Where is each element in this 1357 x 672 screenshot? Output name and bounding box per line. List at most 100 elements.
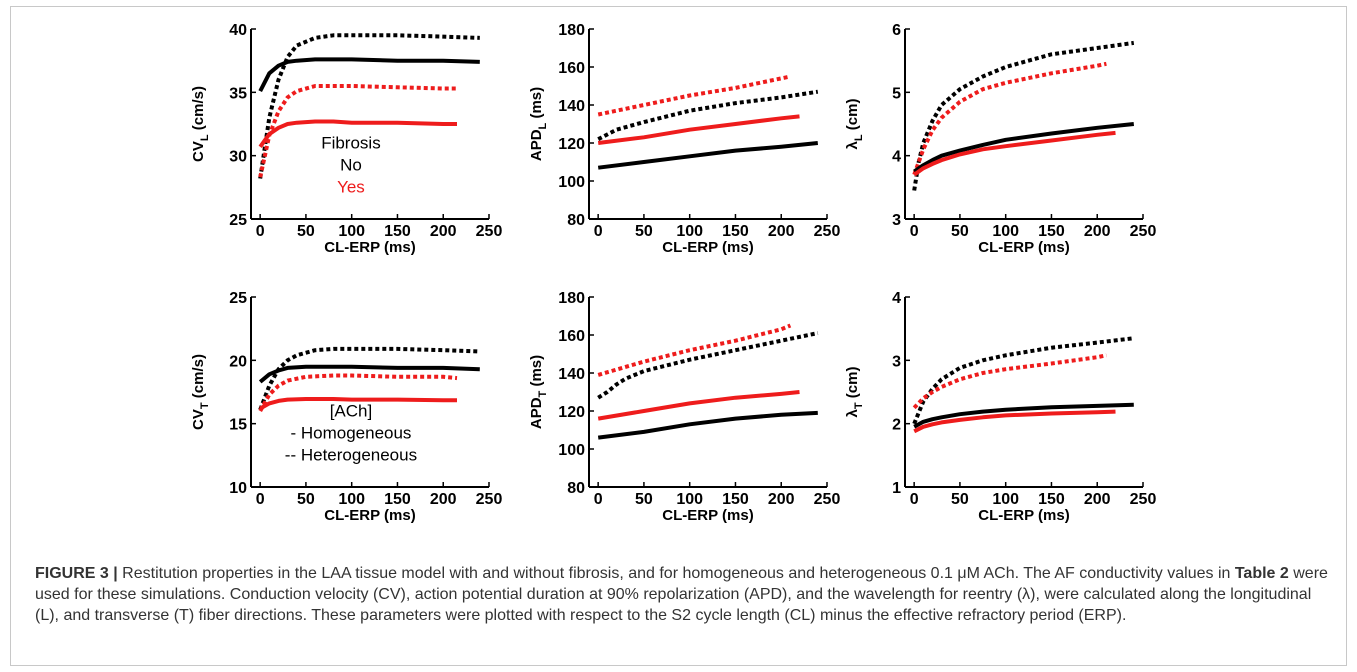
legend: Fibrosis No Yes xyxy=(321,134,381,197)
y-tick-label: 120 xyxy=(558,404,585,421)
y-axis-label-unit: (cm) xyxy=(844,99,861,135)
x-tick-label: 100 xyxy=(992,223,1019,240)
y-tick-label: 120 xyxy=(558,136,585,153)
x-tick-label: 150 xyxy=(384,491,411,508)
y-tick-label: 2 xyxy=(892,417,901,434)
x-tick-label: 0 xyxy=(594,491,603,508)
caption-text-part2: were used for these simulations. Conduct… xyxy=(35,565,1328,624)
series-line-dotted-0 xyxy=(258,346,480,411)
x-tick-label: 50 xyxy=(635,223,653,240)
x-tick-label: 200 xyxy=(1084,491,1111,508)
y-axis-label-subscript: L xyxy=(537,122,549,129)
y-tick-label: 80 xyxy=(567,480,585,497)
x-tick-label: 0 xyxy=(256,491,265,508)
y-axis-label: CVT (cm/s) xyxy=(190,354,211,430)
y-tick-label: 160 xyxy=(558,328,585,345)
figure-caption: FIGURE 3 | Restitution properties in the… xyxy=(35,563,1331,626)
series-line-dotted-1 xyxy=(597,331,819,400)
y-tick-label: 10 xyxy=(229,480,247,497)
series-line-solid-2 xyxy=(913,402,1134,429)
series-line-dotted-0 xyxy=(597,323,792,377)
y-tick-label: 25 xyxy=(229,212,247,229)
y-tick-label: 100 xyxy=(558,174,585,191)
series-line-solid-3 xyxy=(597,410,818,440)
x-tick-label: 150 xyxy=(1038,491,1065,508)
x-tick-label: 0 xyxy=(256,223,265,240)
y-tick-label: 6 xyxy=(892,22,901,39)
y-tick-label: 40 xyxy=(229,22,247,39)
y-axis-label-unit: (cm) xyxy=(844,367,861,403)
y-tick-label: 100 xyxy=(558,442,585,459)
series-line-dotted-0 xyxy=(912,40,1135,191)
y-tick-label: 4 xyxy=(892,290,901,307)
x-axis-label: CL-ERP (ms) xyxy=(662,507,753,524)
x-tick-label: 0 xyxy=(910,491,919,508)
y-tick-label: 25 xyxy=(229,290,247,307)
x-tick-label: 250 xyxy=(814,491,841,508)
series-line-dotted-2 xyxy=(258,84,457,178)
legend-item: No xyxy=(340,156,362,175)
series-line-dotted-1 xyxy=(912,353,1107,410)
x-tick-label: 100 xyxy=(338,223,365,240)
x-axis-label: CL-ERP (ms) xyxy=(324,507,415,524)
x-tick-label: 50 xyxy=(951,223,969,240)
y-tick-label: 1 xyxy=(892,480,901,497)
x-tick-label: 0 xyxy=(910,223,919,240)
y-axis-label: CVL (cm/s) xyxy=(190,86,211,162)
y-axis-label: λT (cm) xyxy=(844,367,865,418)
series-line-solid-3 xyxy=(913,130,1116,177)
y-tick-label: 3 xyxy=(892,212,901,229)
series-line-dotted-0 xyxy=(597,74,791,117)
legend: [ACh] - Homogeneous -- Heterogeneous xyxy=(285,402,417,465)
y-axis-label: APDL (ms) xyxy=(528,87,549,161)
y-tick-label: 35 xyxy=(229,85,247,102)
chart-apd-l: 80 100 120 140 160 180 0 50 100 150 200 250 CL-ERP (… xyxy=(528,22,840,256)
y-tick-label: 3 xyxy=(892,353,901,370)
series-line-dotted-0 xyxy=(912,336,1135,425)
x-tick-label: 150 xyxy=(1038,223,1065,240)
y-axis-label-main: λ xyxy=(844,140,861,149)
series-line-solid-2 xyxy=(597,390,800,421)
y-axis-label-subscript: T xyxy=(199,402,211,409)
x-tick-label: 50 xyxy=(297,223,315,240)
x-axis-label: CL-ERP (ms) xyxy=(662,239,753,256)
y-axis-label-unit: (ms) xyxy=(528,355,545,391)
y-tick-label: 140 xyxy=(558,98,585,115)
legend-item: - Homogeneous xyxy=(290,424,411,443)
x-tick-label: 250 xyxy=(814,223,841,240)
series-line-solid-3 xyxy=(597,141,819,170)
series-line-dotted-0 xyxy=(258,33,480,179)
y-axis-label-main: APD xyxy=(528,129,545,161)
y-tick-label: 15 xyxy=(229,417,247,434)
legend-item: -- Heterogeneous xyxy=(285,446,417,465)
y-axis-label-unit: (ms) xyxy=(528,87,545,123)
x-tick-label: 250 xyxy=(476,223,503,240)
x-tick-label: 100 xyxy=(992,491,1019,508)
y-axis-label-main: λ xyxy=(844,408,861,417)
series-line-dotted-1 xyxy=(912,61,1107,176)
y-tick-label: 180 xyxy=(558,22,585,39)
chart-cv-l: 25 30 35 40 0 50 100 150 200 250 CL-ERP (ms) CVL (c… xyxy=(190,22,502,256)
y-tick-label: 4 xyxy=(892,149,901,166)
series-line-dotted-2 xyxy=(258,373,458,412)
caption-text-part1: Restitution properties in the LAA tissue… xyxy=(117,565,1235,582)
series-line-solid-3 xyxy=(913,409,1116,434)
x-tick-label: 100 xyxy=(676,491,703,508)
series-line-solid-3 xyxy=(258,119,457,148)
x-tick-label: 250 xyxy=(1130,491,1157,508)
y-tick-label: 20 xyxy=(229,353,247,370)
series-line-solid-2 xyxy=(597,114,800,145)
x-tick-label: 150 xyxy=(722,223,749,240)
y-tick-label: 5 xyxy=(892,85,901,102)
y-tick-label: 160 xyxy=(558,60,585,77)
series-line-dotted-1 xyxy=(597,89,819,141)
y-axis-label: APDT (ms) xyxy=(528,355,549,429)
x-tick-label: 50 xyxy=(635,491,653,508)
x-tick-label: 50 xyxy=(951,491,969,508)
x-tick-label: 100 xyxy=(338,491,365,508)
x-tick-label: 100 xyxy=(676,223,703,240)
x-tick-label: 150 xyxy=(722,491,749,508)
series-line-solid-3 xyxy=(259,397,457,411)
chart-apd-t: 80 100 120 140 160 180 0 50 100 150 200 250 CL-ERP (… xyxy=(528,290,840,524)
